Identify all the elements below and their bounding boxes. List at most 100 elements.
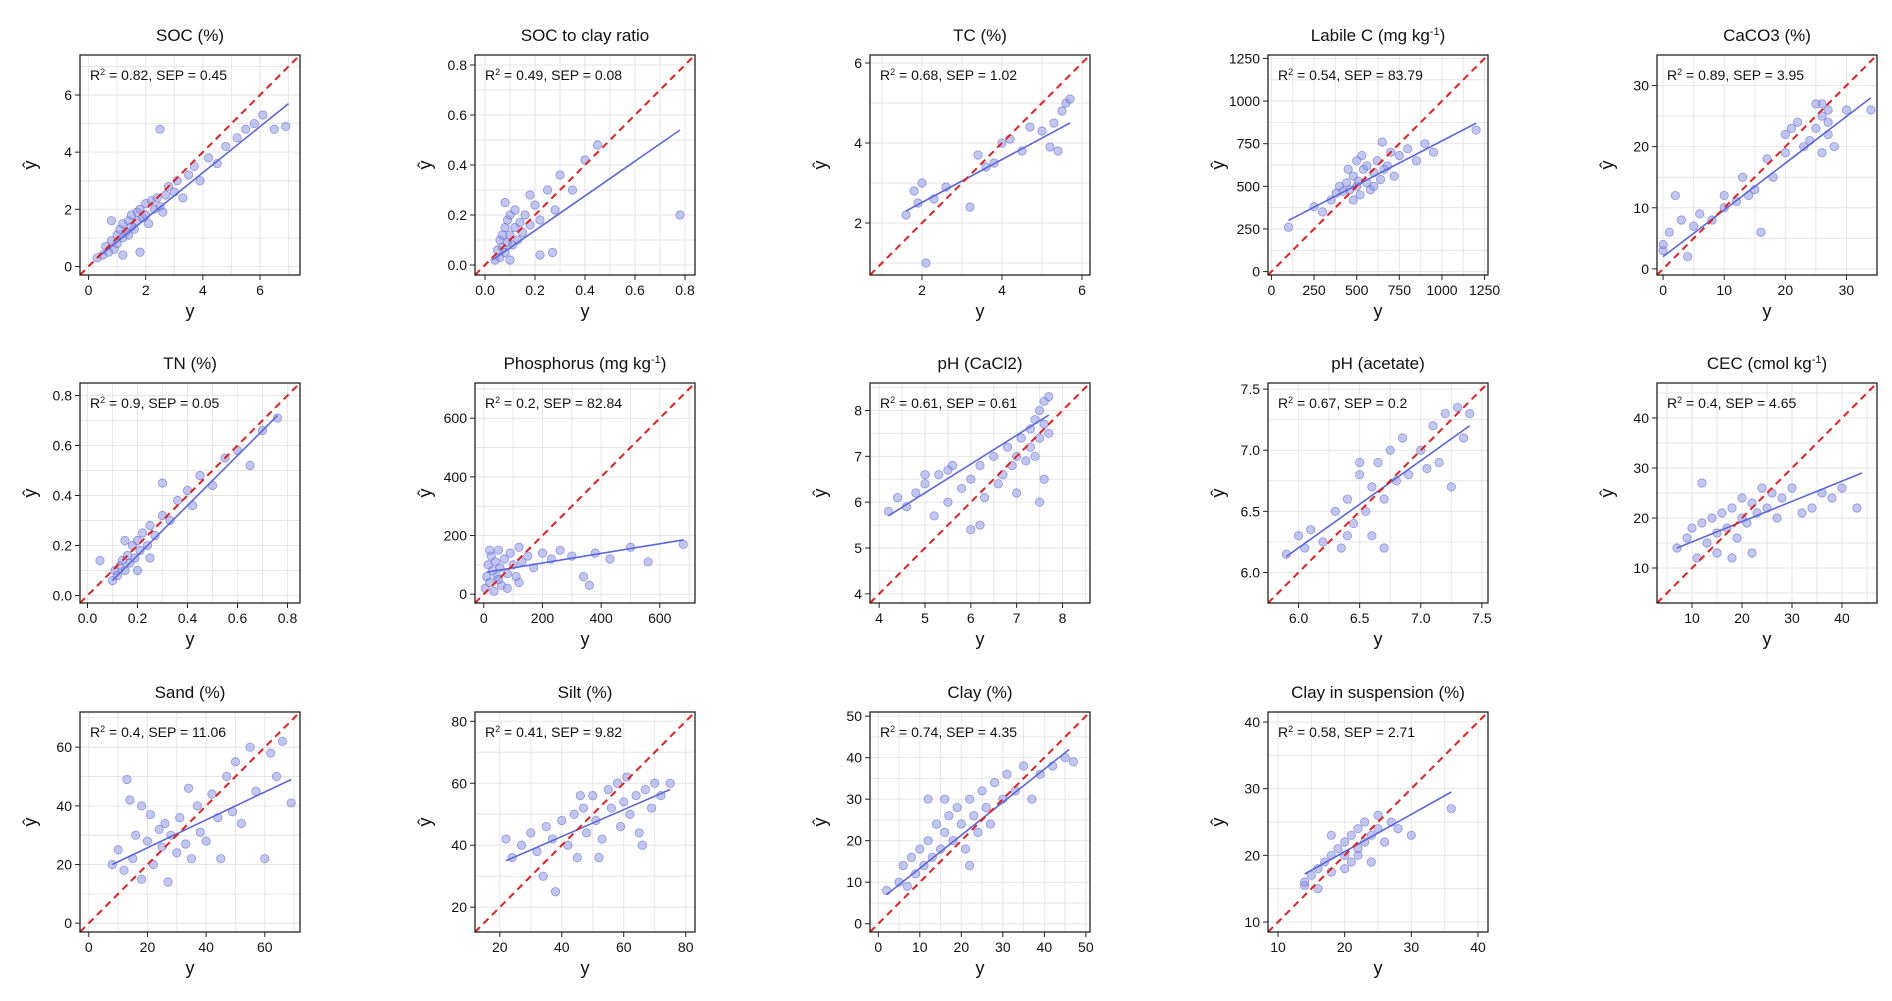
data-point bbox=[1379, 494, 1389, 504]
scatter-panel: CEC (cmol kg-1) R2 = 0.4, SEP = 4.65 10 20 3… bbox=[1597, 354, 1878, 649]
y-tick-label: 10 bbox=[1633, 200, 1649, 216]
data-point bbox=[1823, 129, 1833, 140]
data-point bbox=[178, 193, 188, 203]
data-point bbox=[1682, 252, 1693, 262]
data-point bbox=[1695, 209, 1705, 219]
y-tick-label: 20 bbox=[846, 833, 862, 849]
data-point bbox=[1772, 513, 1782, 523]
data-point bbox=[1342, 531, 1353, 541]
data-point bbox=[1313, 884, 1323, 894]
data-point bbox=[510, 205, 520, 215]
data-point bbox=[902, 881, 912, 891]
data-point bbox=[249, 118, 259, 129]
scatter-panel: pH (CaCl2) R2 = 0.61, SEP = 0.61 4 5 6 7 8 4 5 6 7… bbox=[810, 354, 1091, 649]
x-tick-label: 2 bbox=[142, 282, 150, 298]
data-point bbox=[1300, 877, 1310, 887]
data-point bbox=[966, 525, 976, 535]
y-tick-label: 5 bbox=[854, 540, 862, 556]
data-point bbox=[95, 555, 105, 566]
data-point bbox=[258, 110, 268, 120]
data-point bbox=[1702, 538, 1712, 548]
title-text: CEC (cmol kg bbox=[1707, 354, 1812, 373]
y-tick-label: 60 bbox=[56, 739, 72, 755]
fit-line bbox=[492, 129, 681, 261]
title-text: Labile C (mg kg bbox=[1311, 26, 1430, 45]
y-tick-label: 20 bbox=[1633, 139, 1649, 155]
data-point bbox=[1021, 456, 1031, 466]
data-point bbox=[923, 794, 933, 804]
y-tick-label: 10 bbox=[846, 874, 862, 890]
data-point bbox=[1336, 543, 1346, 553]
fit-line bbox=[886, 748, 1070, 896]
data-point bbox=[1346, 830, 1356, 840]
data-point bbox=[150, 530, 160, 541]
title-text: Phosphorus (mg kg bbox=[504, 354, 651, 373]
r2-label: R bbox=[1278, 724, 1288, 740]
data-point bbox=[1326, 830, 1336, 840]
data-point bbox=[1823, 105, 1833, 115]
data-point bbox=[1373, 457, 1383, 468]
x-tick-label: 250 bbox=[1302, 282, 1326, 298]
r2-label: R bbox=[880, 724, 890, 740]
x-tick-label: 20 bbox=[1337, 939, 1353, 955]
data-point bbox=[1817, 111, 1827, 121]
x-tick-label: 0.0 bbox=[78, 610, 98, 626]
r2-label: R bbox=[90, 395, 100, 411]
data-point bbox=[260, 854, 270, 864]
data-point bbox=[665, 778, 675, 788]
data-point bbox=[555, 170, 565, 180]
data-point bbox=[286, 798, 296, 808]
data-point bbox=[207, 789, 217, 799]
data-point bbox=[1035, 769, 1045, 779]
data-point bbox=[272, 413, 283, 423]
data-point bbox=[1797, 508, 1807, 518]
x-axis-label: y bbox=[1374, 958, 1383, 978]
grid bbox=[80, 383, 300, 603]
data-point bbox=[1318, 537, 1328, 547]
x-tick-label: 50 bbox=[1078, 939, 1094, 955]
identity-line bbox=[79, 54, 301, 276]
data-point bbox=[135, 247, 145, 257]
data-point bbox=[183, 170, 194, 180]
x-tick-label: 6 bbox=[1078, 282, 1086, 298]
data-point bbox=[1829, 142, 1839, 152]
data-point bbox=[1283, 222, 1294, 232]
data-point bbox=[137, 528, 148, 538]
y-tick-label: 20 bbox=[1633, 510, 1649, 526]
r2-value: = 0.74 bbox=[895, 724, 938, 740]
data-point bbox=[1780, 129, 1790, 140]
plot-frame bbox=[1267, 382, 1489, 604]
data-point bbox=[1807, 503, 1817, 513]
data-point bbox=[501, 834, 511, 844]
y-axis-label: ŷ bbox=[20, 489, 40, 498]
data-point bbox=[1317, 207, 1328, 217]
r2-value: = 0.4 bbox=[105, 724, 141, 740]
r2-superscript: 2 bbox=[100, 395, 105, 405]
sep-value: , SEP = 0.61 bbox=[938, 395, 1017, 411]
data-point bbox=[898, 860, 908, 871]
x-tick-label: 0.6 bbox=[625, 282, 645, 298]
y-axis-label: ŷ bbox=[810, 818, 830, 827]
data-point bbox=[1044, 392, 1054, 402]
y-tick-label: 0 bbox=[64, 258, 72, 274]
x-axis-label: y bbox=[186, 629, 195, 649]
data-point bbox=[245, 460, 255, 471]
data-point bbox=[195, 827, 205, 837]
panel-title: CEC (cmol kg-1) bbox=[1707, 354, 1827, 373]
sep-value: , SEP = 0.05 bbox=[141, 395, 220, 411]
grid bbox=[1657, 383, 1877, 603]
data-point bbox=[920, 479, 930, 489]
data-point bbox=[1823, 117, 1833, 127]
data-point bbox=[915, 844, 925, 854]
x-axis-label: y bbox=[186, 958, 195, 978]
data-point bbox=[148, 859, 158, 870]
fit-line bbox=[111, 414, 279, 582]
data-point bbox=[969, 811, 979, 821]
data-point bbox=[1355, 470, 1365, 480]
r2-superscript: 2 bbox=[1288, 724, 1293, 734]
data-point bbox=[917, 178, 927, 188]
data-point bbox=[1777, 493, 1787, 503]
data-point bbox=[989, 451, 999, 461]
y-axis-label: ŷ bbox=[415, 818, 435, 827]
data-point bbox=[1333, 844, 1343, 854]
